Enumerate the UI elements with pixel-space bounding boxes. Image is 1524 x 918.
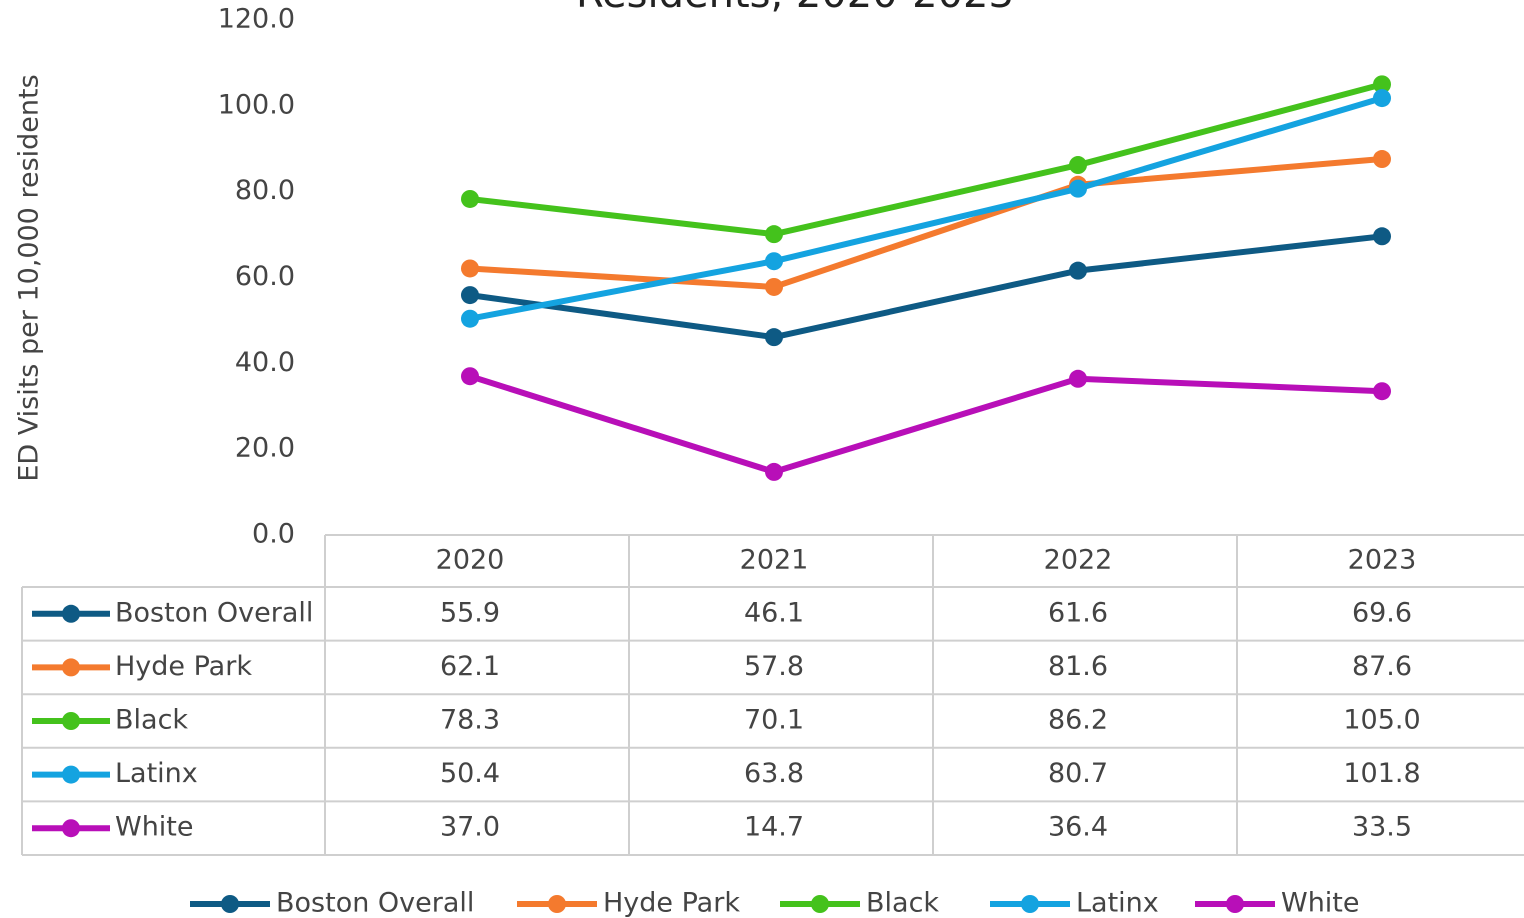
- legend-key: [1021, 895, 1039, 913]
- point: [765, 462, 783, 481]
- table-cell: 70.1: [744, 705, 804, 736]
- point: [1373, 150, 1391, 169]
- table-cell: 37.0: [440, 812, 500, 843]
- point: [1069, 179, 1087, 198]
- table-cell: 36.4: [1048, 812, 1108, 843]
- table-cell: 86.2: [1048, 705, 1108, 736]
- point: [765, 225, 783, 244]
- legend-key: [62, 658, 80, 677]
- series-line: [469, 81, 1383, 238]
- legend-key: [548, 895, 566, 913]
- legend-key: [62, 765, 80, 784]
- legend-key: [62, 712, 80, 730]
- table-cell: 50.4: [440, 758, 500, 789]
- y-tick-label: 100.0: [218, 89, 295, 120]
- table-cell: 101.8: [1343, 758, 1420, 789]
- y-tick-label: 20.0: [235, 433, 295, 464]
- point: [461, 367, 479, 386]
- table-row-label: White: [115, 812, 194, 843]
- table-row-label: Latinx: [115, 758, 198, 789]
- table-row-label: Black: [115, 705, 188, 736]
- y-tick-label: 120.0: [218, 4, 295, 35]
- y-tick-label: 0.0: [252, 519, 295, 550]
- series-line: [469, 95, 1383, 322]
- point: [1373, 382, 1391, 401]
- legend-label: White: [1281, 888, 1360, 918]
- point: [461, 189, 479, 208]
- y-axis-title: ED Visits per 10,000 residents: [14, 74, 45, 481]
- table-row-label: Hyde Park: [115, 651, 252, 682]
- point: [765, 252, 783, 271]
- legend-key: [62, 604, 80, 623]
- legend-key: [221, 895, 239, 913]
- point: [1069, 261, 1087, 280]
- table-cell: 87.6: [1352, 651, 1412, 682]
- point: [765, 277, 783, 296]
- series-line: [469, 233, 1383, 341]
- y-tick-label: 60.0: [235, 261, 295, 292]
- table-cell: 46.1: [744, 597, 804, 628]
- point: [1373, 75, 1391, 94]
- table-cell: 62.1: [440, 651, 500, 682]
- x-tick-label: 2023: [1348, 545, 1417, 576]
- table-cell: 80.7: [1048, 758, 1108, 789]
- point: [461, 309, 479, 328]
- table-cell: 81.6: [1048, 651, 1108, 682]
- point: [1373, 89, 1391, 108]
- table-cell: 57.8: [744, 651, 804, 682]
- table-cell: 55.9: [440, 597, 500, 628]
- table-cell: 14.7: [744, 812, 804, 843]
- point: [765, 328, 783, 347]
- point: [461, 286, 479, 305]
- table-cell: 69.6: [1352, 597, 1412, 628]
- x-tick-label: 2022: [1044, 545, 1113, 576]
- table-cell: 63.8: [744, 758, 804, 789]
- point: [1373, 227, 1391, 246]
- point: [461, 259, 479, 278]
- legend-label: Hyde Park: [603, 888, 740, 918]
- table-cell: 61.6: [1048, 597, 1108, 628]
- x-tick-label: 2020: [436, 545, 505, 576]
- series-line: [469, 373, 1383, 475]
- table-cell: 78.3: [440, 705, 500, 736]
- y-tick-label: 80.0: [235, 175, 295, 206]
- chart-title: Residents, 2020-2023: [576, 0, 1014, 17]
- legend-key: [1226, 895, 1244, 913]
- point: [1069, 369, 1087, 388]
- y-tick-label: 40.0: [235, 347, 295, 378]
- series-line: [469, 156, 1383, 290]
- legend-label: Black: [866, 888, 939, 918]
- point: [1069, 156, 1087, 175]
- legend-key: [811, 895, 829, 913]
- legend-label: Boston Overall: [276, 888, 474, 918]
- x-tick-label: 2021: [740, 545, 809, 576]
- legend-key: [62, 819, 80, 838]
- table-row-label: Boston Overall: [115, 597, 313, 628]
- legend-label: Latinx: [1076, 888, 1159, 918]
- table-cell: 105.0: [1343, 705, 1420, 736]
- table-cell: 33.5: [1352, 812, 1412, 843]
